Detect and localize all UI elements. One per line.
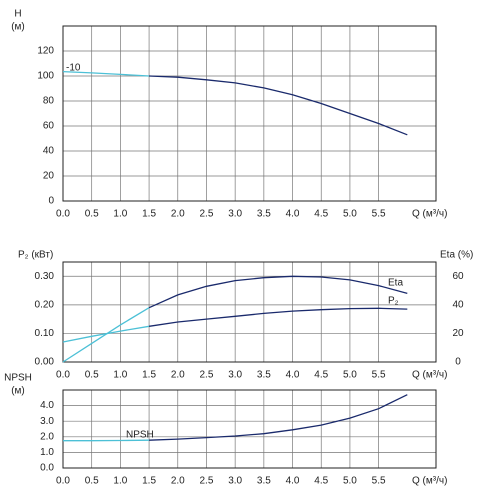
y-tick-label: 40 — [43, 146, 55, 157]
x-tick-label: 4.5 — [314, 209, 328, 220]
x-tick-label: 5.0 — [343, 209, 357, 220]
x-tick-label: 5.0 — [343, 476, 357, 487]
y2-tick-label: 40 — [452, 299, 464, 310]
y-tick-label: 0.0 — [40, 463, 54, 474]
x-tick-label: 2.0 — [171, 370, 185, 381]
y-axis-unit: (м) — [11, 22, 25, 33]
curve — [63, 439, 150, 442]
x-tick-label: 1.5 — [142, 209, 156, 220]
x-tick-label: 4.5 — [314, 370, 328, 381]
plot-frame — [62, 25, 437, 202]
x-tick-label: 4.5 — [314, 476, 328, 487]
curve — [149, 75, 408, 136]
y-tick-label: 20 — [43, 171, 55, 182]
y-tick-label: 0 — [48, 196, 54, 207]
x-tick-label: 0.0 — [56, 370, 70, 381]
curve — [62, 307, 150, 363]
y-tick-label: 100 — [37, 71, 54, 82]
x-tick-label: 2.0 — [171, 476, 185, 487]
x-tick-label: 5.5 — [372, 209, 386, 220]
plot-frame — [62, 389, 437, 469]
x-tick-label: 2.5 — [200, 476, 214, 487]
y2-tick-label: 20 — [452, 328, 464, 339]
y-tick-label: 0.10 — [35, 328, 55, 339]
curve — [149, 307, 408, 327]
x-tick-label: 0.5 — [85, 370, 99, 381]
x-tick-label: 3.0 — [228, 370, 242, 381]
x-tick-label: 1.0 — [113, 209, 127, 220]
y-tick-label: 1.0 — [40, 447, 54, 458]
y2-axis-label: Eta (%) — [440, 250, 473, 261]
curve-label: Eta — [388, 278, 403, 289]
curve-label: -10 — [66, 63, 81, 74]
x-tick-label: 1.0 — [113, 370, 127, 381]
y-axis-label: P₂ (кВт) — [18, 250, 53, 261]
x-axis-label: Q (м³/ч) — [412, 370, 447, 381]
x-tick-label: 2.5 — [200, 370, 214, 381]
x-tick-label: 5.5 — [372, 370, 386, 381]
y-tick-label: 60 — [43, 121, 55, 132]
y2-tick-label: 60 — [452, 271, 464, 282]
y-axis-label: NPSH — [4, 373, 32, 384]
curve-label: NPSH — [126, 430, 154, 441]
x-tick-label: 0.5 — [85, 476, 99, 487]
y-tick-label: 0.20 — [35, 299, 55, 310]
y-tick-label: 2.0 — [40, 431, 54, 442]
x-tick-label: 3.5 — [257, 209, 271, 220]
x-tick-label: 5.5 — [372, 476, 386, 487]
y2-tick-label: 0 — [455, 357, 461, 368]
x-tick-label: 5.0 — [343, 370, 357, 381]
x-tick-label: 2.0 — [171, 209, 185, 220]
y-axis-unit: (м) — [11, 386, 25, 397]
x-tick-label: 1.5 — [142, 370, 156, 381]
x-axis-label: Q (м³/ч) — [412, 209, 447, 220]
y-tick-label: 80 — [43, 96, 55, 107]
x-tick-label: 3.0 — [228, 209, 242, 220]
x-tick-label: 4.0 — [286, 370, 300, 381]
x-tick-label: 0.0 — [56, 209, 70, 220]
plot-frame — [62, 261, 437, 363]
y-tick-label: 4.0 — [40, 400, 54, 411]
x-tick-label: 1.0 — [113, 476, 127, 487]
y-tick-label: 3.0 — [40, 416, 54, 427]
curve — [149, 394, 408, 441]
curve — [62, 325, 150, 343]
curve-label: P₂ — [388, 296, 399, 307]
x-tick-label: 3.5 — [257, 370, 271, 381]
x-axis-label: Q (м³/ч) — [412, 476, 447, 487]
x-tick-label: 0.0 — [56, 476, 70, 487]
y-tick-label: 120 — [37, 46, 54, 57]
x-tick-label: 3.5 — [257, 476, 271, 487]
y-axis-label: H — [14, 9, 21, 20]
x-tick-label: 3.0 — [228, 476, 242, 487]
x-tick-label: 4.0 — [286, 209, 300, 220]
curve — [62, 70, 150, 77]
curve — [148, 275, 408, 309]
y-tick-label: 0.00 — [35, 357, 55, 368]
x-tick-label: 1.5 — [142, 476, 156, 487]
x-tick-label: 0.5 — [85, 209, 99, 220]
x-tick-label: 4.0 — [286, 476, 300, 487]
x-tick-label: 2.5 — [200, 209, 214, 220]
y-tick-label: 0.30 — [35, 271, 55, 282]
